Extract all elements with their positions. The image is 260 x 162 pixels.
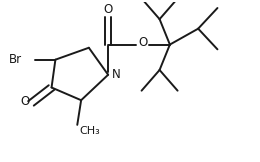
Text: Br: Br xyxy=(9,53,22,66)
Text: N: N xyxy=(112,68,121,81)
Text: CH₃: CH₃ xyxy=(80,126,101,136)
Text: O: O xyxy=(103,3,113,16)
Text: O: O xyxy=(138,36,147,49)
Text: O: O xyxy=(20,95,29,108)
